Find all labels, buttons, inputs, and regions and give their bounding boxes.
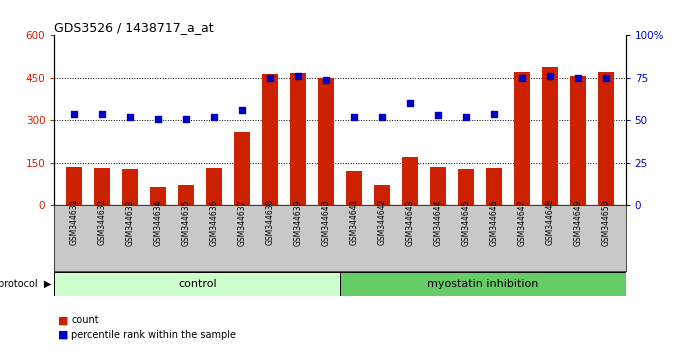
- Point: [69, 111, 80, 116]
- Point: [517, 75, 528, 81]
- Bar: [235, 132, 250, 205]
- Point: [152, 116, 163, 121]
- Bar: [346, 171, 362, 205]
- Text: myostatin inhibition: myostatin inhibition: [427, 279, 539, 289]
- Bar: [340, 272, 626, 296]
- Point: [405, 101, 415, 106]
- Bar: [543, 67, 558, 205]
- Bar: [374, 185, 390, 205]
- Point: [181, 116, 192, 121]
- Point: [377, 114, 388, 120]
- Text: ■: ■: [58, 330, 68, 339]
- Bar: [290, 73, 306, 205]
- Bar: [262, 74, 277, 205]
- Text: count: count: [71, 315, 99, 325]
- Bar: [150, 187, 166, 205]
- Bar: [458, 169, 474, 205]
- Bar: [430, 167, 445, 205]
- Bar: [122, 169, 137, 205]
- Text: protocol  ▶: protocol ▶: [0, 279, 51, 289]
- Bar: [514, 72, 530, 205]
- Bar: [66, 167, 82, 205]
- Bar: [318, 78, 334, 205]
- Point: [292, 73, 303, 79]
- Text: ■: ■: [58, 315, 68, 325]
- Point: [265, 75, 275, 81]
- Bar: [178, 185, 194, 205]
- Bar: [95, 168, 109, 205]
- Point: [349, 114, 360, 120]
- Bar: [54, 272, 340, 296]
- Bar: [403, 157, 418, 205]
- Text: percentile rank within the sample: percentile rank within the sample: [71, 330, 237, 339]
- Point: [237, 107, 248, 113]
- Point: [209, 114, 220, 120]
- Bar: [571, 76, 585, 205]
- Bar: [598, 72, 614, 205]
- Bar: [486, 168, 502, 205]
- Point: [320, 77, 331, 82]
- Point: [124, 114, 135, 120]
- Text: control: control: [178, 279, 216, 289]
- Point: [432, 113, 443, 118]
- Point: [573, 75, 583, 81]
- Point: [488, 111, 499, 116]
- Point: [600, 75, 611, 81]
- Point: [460, 114, 471, 120]
- Point: [97, 111, 107, 116]
- Text: GDS3526 / 1438717_a_at: GDS3526 / 1438717_a_at: [54, 21, 214, 34]
- Bar: [206, 168, 222, 205]
- Point: [545, 73, 556, 79]
